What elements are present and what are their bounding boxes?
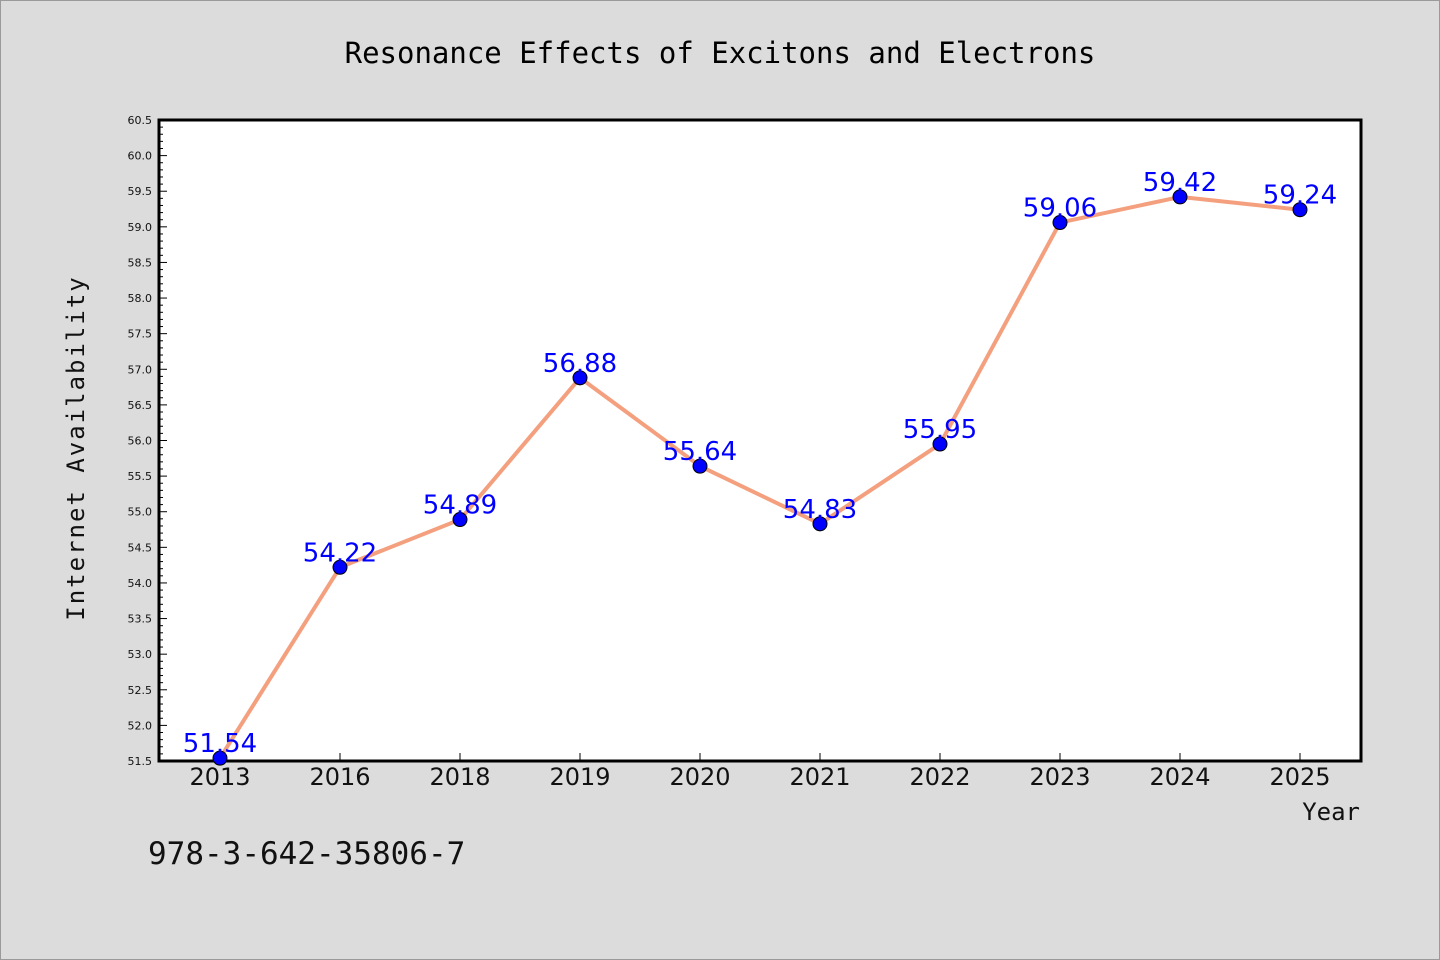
y-tick-label: 54.0 (128, 577, 153, 590)
y-tick-label: 57.5 (128, 328, 153, 341)
y-axis-label: Internet Availability (62, 275, 90, 620)
data-point-marker (452, 512, 468, 528)
x-axis-label: Year (1302, 798, 1360, 826)
data-point-marker (212, 750, 228, 766)
data-point-marker (932, 436, 948, 452)
plot-area (157, 118, 1363, 763)
y-tick-label: 56.0 (128, 435, 153, 448)
y-tick-label: 58.0 (128, 292, 153, 305)
data-label: 55.64 (663, 437, 737, 467)
chart-title: Resonance Effects of Excitons and Electr… (345, 36, 1096, 70)
x-tick-label: 2013 (189, 763, 250, 791)
data-point-marker (812, 516, 828, 532)
x-tick-label: 2025 (1269, 763, 1330, 791)
data-label: 59.24 (1263, 181, 1337, 211)
y-tick-label: 58.5 (128, 256, 153, 269)
data-label: 59.42 (1143, 168, 1217, 198)
data-point-marker (572, 370, 588, 386)
data-point-marker (1292, 202, 1308, 218)
data-label: 56.88 (543, 349, 617, 379)
data-label: 54.83 (783, 495, 857, 525)
y-tick-label: 55.0 (128, 506, 153, 519)
y-tick-label: 53.5 (128, 613, 153, 626)
x-tick-label: 2018 (429, 763, 490, 791)
data-label: 54.22 (303, 538, 377, 568)
data-point-marker (1052, 215, 1068, 231)
data-label: 51.54 (183, 729, 257, 759)
y-tick-label: 53.0 (128, 648, 153, 661)
y-tick-label: 57.0 (128, 363, 153, 376)
isbn-annotation: 978-3-642-35806-7 (148, 836, 465, 872)
y-tick-label: 52.5 (128, 684, 153, 697)
x-tick-label: 2016 (309, 763, 370, 791)
x-tick-label: 2021 (789, 763, 850, 791)
series-line (218, 194, 1302, 761)
y-tick-label: 54.5 (128, 541, 153, 554)
x-tick-label: 2022 (909, 763, 970, 791)
data-label: 55.95 (903, 415, 977, 445)
data-labels-group: 51.54 54.22 54.89 56.88 55.64 54.83 55.95 59.06… (183, 168, 1337, 759)
x-tick-label: 2019 (549, 763, 610, 791)
y-tick-label: 60.0 (128, 150, 153, 163)
series-group (212, 189, 1308, 766)
data-point-marker (332, 559, 348, 575)
y-tick-label: 55.5 (128, 470, 153, 483)
y-tick-label: 51.5 (128, 755, 153, 768)
data-label: 54.89 (423, 491, 497, 521)
y-tick-label: 56.5 (128, 399, 153, 412)
y-tick-label: 59.0 (128, 221, 153, 234)
y-axis: 51.5 52.0 52.5 53.0 53.5 54.0 54.5 55.0 55.5 56.0… (128, 114, 167, 768)
data-point-marker (692, 458, 708, 474)
x-tick-label: 2024 (1149, 763, 1210, 791)
data-label: 59.06 (1023, 194, 1097, 224)
y-tick-label: 60.5 (128, 114, 153, 127)
y-tick-label: 59.5 (128, 185, 153, 198)
x-axis: 2013 2016 2018 2019 2020 2021 2022 2023 2024 2025 (189, 753, 1331, 791)
x-tick-label: 2020 (669, 763, 730, 791)
x-tick-label: 2023 (1029, 763, 1090, 791)
y-tick-label: 52.0 (128, 719, 153, 732)
data-point-marker (1172, 189, 1188, 205)
